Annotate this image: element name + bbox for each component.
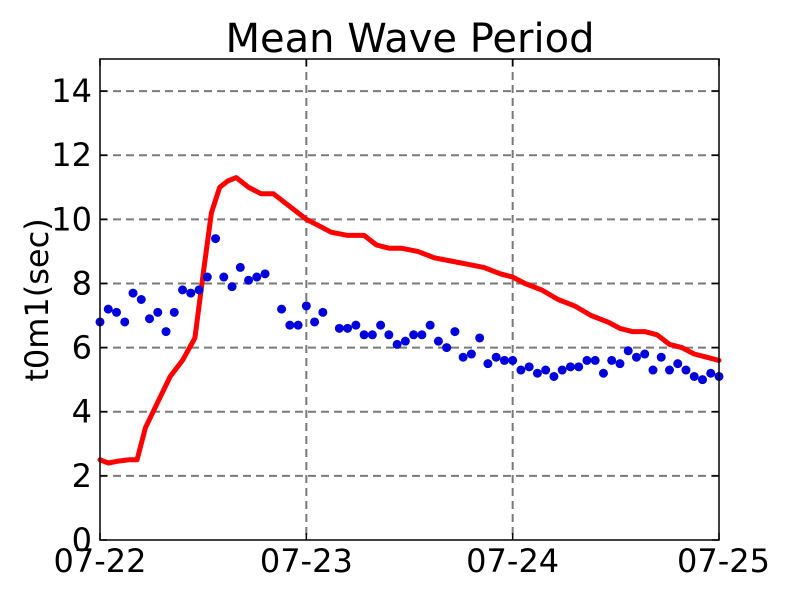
observation-point xyxy=(508,355,518,365)
observation-point xyxy=(656,352,666,362)
y-tick-label: 14 xyxy=(51,72,92,110)
observation-point xyxy=(491,352,501,362)
observation-point xyxy=(450,327,460,337)
observation-point xyxy=(607,355,617,365)
observation-point xyxy=(664,365,674,375)
observation-point xyxy=(532,368,542,378)
x-tick-label: 07-24 xyxy=(466,542,559,580)
grid-lines xyxy=(100,59,719,540)
observation-point xyxy=(673,359,683,369)
x-tick-label: 07-22 xyxy=(54,542,147,580)
chart-title: Mean Wave Period xyxy=(226,16,595,62)
observation-point xyxy=(442,343,452,353)
series-layer xyxy=(95,175,724,466)
observation-point xyxy=(367,330,377,340)
observation-point xyxy=(334,323,344,333)
observation-point xyxy=(112,307,122,317)
observation-point xyxy=(590,355,600,365)
observation-point xyxy=(219,272,229,282)
observation-point xyxy=(392,339,402,349)
observation-point xyxy=(235,262,245,272)
observation-point xyxy=(277,304,287,314)
observation-point xyxy=(475,333,485,343)
observation-point xyxy=(120,317,130,327)
observation-point xyxy=(549,371,559,381)
observation-point xyxy=(252,272,262,282)
observation-point xyxy=(648,365,658,375)
observation-point xyxy=(409,330,419,340)
observation-point xyxy=(202,272,212,282)
y-tick-label: 6 xyxy=(72,329,92,367)
observation-point xyxy=(227,282,237,292)
observation-point xyxy=(343,323,353,333)
observation-point xyxy=(186,288,196,298)
observation-point xyxy=(541,365,551,375)
plot-frame xyxy=(99,58,720,541)
observation-point xyxy=(169,307,179,317)
y-axis-label: t0m1(sec) xyxy=(18,218,56,381)
observation-point xyxy=(260,269,270,279)
y-tick-label: 8 xyxy=(72,264,92,302)
observation-point xyxy=(417,330,427,340)
observation-point xyxy=(689,371,699,381)
observation-point xyxy=(318,307,328,317)
observation-point xyxy=(574,362,584,372)
observation-point xyxy=(293,320,303,330)
observation-point xyxy=(631,352,641,362)
observation-point xyxy=(598,368,608,378)
y-tick-label: 4 xyxy=(72,393,92,431)
observation-point xyxy=(466,349,476,359)
observation-point xyxy=(400,336,410,346)
observation-point xyxy=(681,365,691,375)
observation-point xyxy=(706,368,716,378)
observation-point xyxy=(582,355,592,365)
observation-point xyxy=(483,359,493,369)
observation-point xyxy=(136,295,146,304)
observation-point xyxy=(161,327,171,337)
observation-point xyxy=(178,285,188,295)
observation-point xyxy=(425,320,435,330)
observation-point xyxy=(458,352,468,362)
axis-ticks: 0 2 4 6 8 10 12 14 07-22 07-23 07-24 07-25 xyxy=(51,59,770,580)
y-tick-label: 0 xyxy=(72,521,92,559)
observation-point xyxy=(285,320,295,330)
y-tick-label: 2 xyxy=(72,457,92,495)
observation-point xyxy=(615,359,625,369)
observation-point xyxy=(433,336,443,346)
x-tick-label: 07-23 xyxy=(260,542,353,580)
observation-point xyxy=(557,365,567,375)
observation-point xyxy=(499,355,509,365)
model-series-line xyxy=(97,175,722,466)
observation-point xyxy=(376,320,386,330)
observation-point xyxy=(351,320,361,330)
observation-point xyxy=(153,307,163,317)
y-tick-label: 12 xyxy=(51,136,92,174)
observation-point xyxy=(301,301,311,311)
observation-point xyxy=(359,330,369,340)
observation-point xyxy=(697,375,707,385)
observation-point xyxy=(384,330,394,340)
observation-point xyxy=(145,314,155,324)
observation-point xyxy=(565,362,575,372)
y-tick-label: 10 xyxy=(51,200,92,238)
observation-point xyxy=(103,304,113,314)
observation-point xyxy=(623,346,633,356)
observation-point xyxy=(211,234,221,244)
observation-point xyxy=(640,349,650,359)
observation-point xyxy=(516,365,526,375)
observation-point xyxy=(194,285,204,295)
observation-point xyxy=(244,275,254,285)
x-tick-label: 07-25 xyxy=(677,542,770,580)
observation-point xyxy=(310,317,320,327)
observation-point xyxy=(128,288,138,298)
observation-point xyxy=(524,362,534,372)
